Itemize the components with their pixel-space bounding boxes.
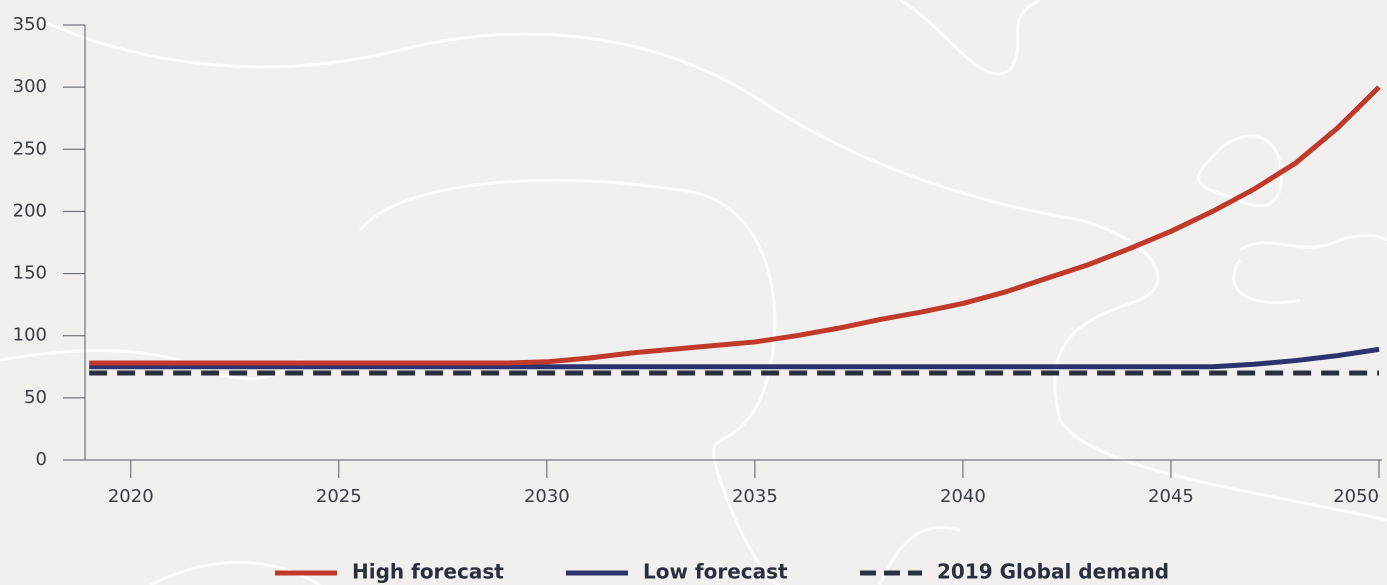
y-tick-label: 350 — [13, 14, 47, 35]
x-tick-label: 2030 — [524, 486, 570, 507]
legend-label: 2019 Global demand — [937, 560, 1169, 584]
x-tick-label: 2025 — [316, 486, 362, 507]
y-tick-label: 200 — [13, 200, 47, 221]
series-line — [89, 346, 1380, 370]
legend: High forecast Low forecast 2019 Global dem… — [275, 560, 1169, 584]
y-tick-label: 250 — [13, 138, 47, 159]
x-tick-label: 2040 — [940, 486, 986, 507]
y-tick-label: 300 — [13, 76, 47, 97]
legend-label: Low forecast — [643, 560, 788, 584]
y-tick-label: 100 — [13, 325, 47, 346]
y-tick-label: 150 — [13, 263, 47, 284]
x-tick-label: 2050 — [1333, 486, 1379, 507]
x-tick-label: 2020 — [108, 486, 154, 507]
series-line — [89, 85, 1381, 366]
x-tick-label: 2045 — [1148, 486, 1194, 507]
x-tick-label: 2035 — [732, 486, 778, 507]
y-tick-label: 50 — [24, 387, 47, 408]
legend-label: High forecast — [352, 560, 504, 584]
y-tick-label: 0 — [36, 449, 47, 470]
